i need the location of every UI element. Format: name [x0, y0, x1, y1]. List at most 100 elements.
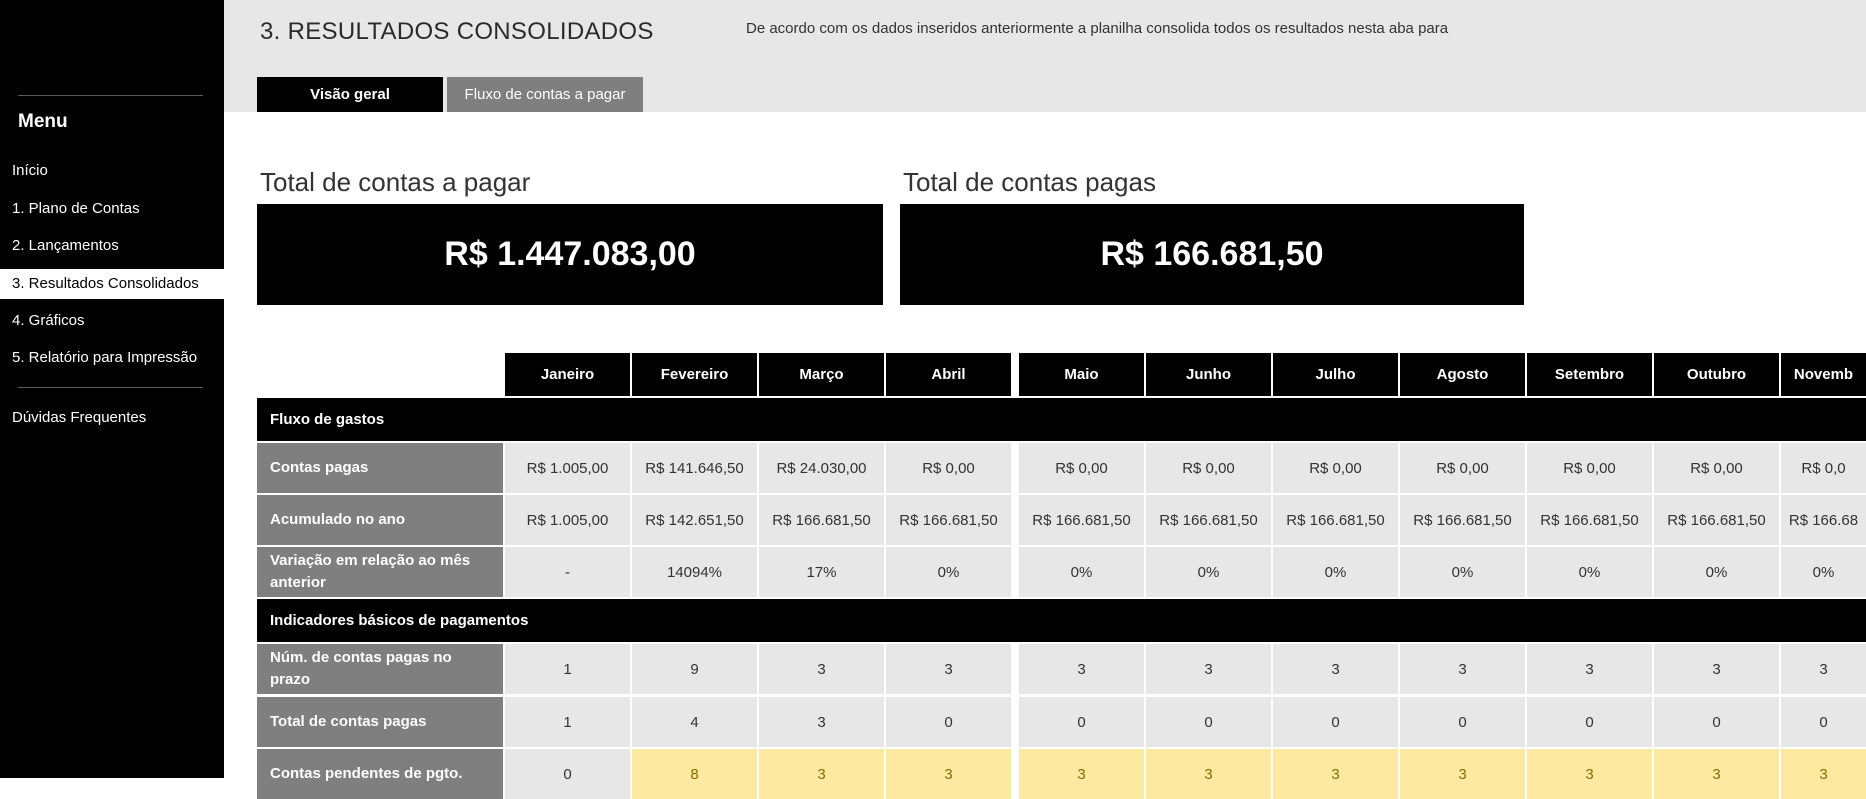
table-cell: 0 — [1527, 697, 1652, 747]
table-cell: R$ 166.681,50 — [886, 495, 1011, 545]
page-description: De acordo com os dados inseridos anterio… — [746, 20, 1449, 37]
table-cell: 0% — [1146, 547, 1271, 597]
table-cell: 0 — [1654, 697, 1779, 747]
table-cell: R$ 0,0 — [1781, 443, 1866, 493]
table-cell: 3 — [1400, 749, 1525, 799]
table-cell: 4 — [632, 697, 757, 747]
month-header: Junho — [1146, 353, 1271, 396]
table-cell: R$ 166.681,50 — [1019, 495, 1144, 545]
table-cell: 3 — [1273, 644, 1398, 694]
table-cell: 9 — [632, 644, 757, 694]
month-header: Novemb — [1781, 353, 1866, 396]
table-cell: R$ 166.681,50 — [1654, 495, 1779, 545]
sidebar: Menu Início 1. Plano de Contas 2. Lançam… — [0, 0, 224, 778]
table-cell: 1 — [505, 697, 630, 747]
table-cell: 0 — [1400, 697, 1525, 747]
table-cell: 0 — [1781, 697, 1866, 747]
kpi-value-total-a-pagar: R$ 1.447.083,00 — [257, 204, 883, 305]
table-cell: 0% — [1654, 547, 1779, 597]
kpi-value-total-pagas: R$ 166.681,50 — [900, 204, 1524, 305]
table-cell: R$ 166.681,50 — [1273, 495, 1398, 545]
table-cell: 0% — [886, 547, 1011, 597]
table-cell: 3 — [1146, 644, 1271, 694]
tab-fluxo-de-contas[interactable]: Fluxo de contas a pagar — [447, 77, 643, 112]
row-label: Contas pagas — [257, 443, 503, 493]
table-cell: 3 — [1781, 749, 1866, 799]
table-cell: 3 — [886, 644, 1011, 694]
section-header: Indicadores básicos de pagamentos — [257, 599, 1866, 642]
table-cell: 0 — [1019, 697, 1144, 747]
table-cell: R$ 142.651,50 — [632, 495, 757, 545]
tab-visao-geral[interactable]: Visão geral — [257, 77, 443, 112]
sidebar-divider — [18, 387, 203, 388]
table-cell: R$ 0,00 — [1400, 443, 1525, 493]
sidebar-item-graficos[interactable]: 4. Gráficos — [12, 312, 85, 329]
table-cell: R$ 166.681,50 — [1527, 495, 1652, 545]
menu-title: Menu — [18, 111, 68, 132]
table-cell: 3 — [1273, 749, 1398, 799]
sidebar-item-lancamentos[interactable]: 2. Lançamentos — [12, 237, 119, 254]
table-cell: R$ 24.030,00 — [759, 443, 884, 493]
table-cell: 0% — [1781, 547, 1866, 597]
table-cell: 3 — [759, 749, 884, 799]
table-cell: 0% — [1019, 547, 1144, 597]
table-cell: 14094% — [632, 547, 757, 597]
month-header: Janeiro — [505, 353, 630, 396]
row-label: Contas pendentes de pgto. — [257, 749, 503, 799]
table-cell: R$ 166.68 — [1781, 495, 1866, 545]
table-cell: R$ 1.005,00 — [505, 443, 630, 493]
month-header: Abril — [886, 353, 1011, 396]
table-cell: 0% — [1527, 547, 1652, 597]
table-cell: R$ 0,00 — [1654, 443, 1779, 493]
table-cell: 17% — [759, 547, 884, 597]
row-label: Total de contas pagas — [257, 697, 503, 747]
table-cell: 3 — [886, 749, 1011, 799]
table-cell: 0 — [1146, 697, 1271, 747]
sidebar-item-duvidas-frequentes[interactable]: Dúvidas Frequentes — [12, 409, 147, 426]
table-cell: 3 — [1019, 749, 1144, 799]
table-cell: 0% — [1273, 547, 1398, 597]
table-cell: 1 — [505, 644, 630, 694]
table-cell: 3 — [1654, 749, 1779, 799]
row-label: Núm. de contas pagas no prazo — [257, 644, 503, 694]
table-cell: 3 — [1654, 644, 1779, 694]
table-cell: R$ 0,00 — [1273, 443, 1398, 493]
month-header: Fevereiro — [632, 353, 757, 396]
table-cell: R$ 166.681,50 — [1400, 495, 1525, 545]
kpi-label-total-pagas: Total de contas pagas — [903, 167, 1156, 197]
table-cell: 3 — [1527, 749, 1652, 799]
table-cell: R$ 141.646,50 — [632, 443, 757, 493]
sidebar-item-plano-de-contas[interactable]: 1. Plano de Contas — [12, 200, 140, 217]
table-cell: R$ 0,00 — [1146, 443, 1271, 493]
month-header: Setembro — [1527, 353, 1652, 396]
table-cell: 3 — [1019, 644, 1144, 694]
row-label: Variação em relação ao mês anterior — [257, 547, 503, 597]
month-header: Maio — [1019, 353, 1144, 396]
table-cell: R$ 166.681,50 — [1146, 495, 1271, 545]
sidebar-divider — [18, 95, 203, 96]
table-cell: 3 — [1781, 644, 1866, 694]
sidebar-item-resultados-consolidados[interactable]: 3. Resultados Consolidados — [0, 269, 224, 299]
section-header: Fluxo de gastos — [257, 398, 1866, 441]
table-cell: 3 — [1146, 749, 1271, 799]
month-header: Outubro — [1654, 353, 1779, 396]
kpi-label-total-a-pagar: Total de contas a pagar — [260, 167, 531, 197]
page-title: 3. RESULTADOS CONSOLIDADOS — [260, 18, 654, 45]
table-cell: 0 — [886, 697, 1011, 747]
row-label: Acumulado no ano — [257, 495, 503, 545]
table-cell: 0 — [1273, 697, 1398, 747]
sidebar-item-relatorio[interactable]: 5. Relatório para Impressão — [12, 349, 198, 366]
sidebar-item-inicio[interactable]: Início — [12, 162, 48, 179]
table-cell: 8 — [632, 749, 757, 799]
table-cell: R$ 1.005,00 — [505, 495, 630, 545]
month-header: Março — [759, 353, 884, 396]
table-cell: 0 — [505, 749, 630, 799]
table-cell: 3 — [1527, 644, 1652, 694]
month-header: Agosto — [1400, 353, 1525, 396]
table-cell: 0% — [1400, 547, 1525, 597]
table-cell: 3 — [1400, 644, 1525, 694]
table-cell: - — [505, 547, 630, 597]
month-header: Julho — [1273, 353, 1398, 396]
table-cell: 3 — [759, 644, 884, 694]
table-cell: R$ 166.681,50 — [759, 495, 884, 545]
